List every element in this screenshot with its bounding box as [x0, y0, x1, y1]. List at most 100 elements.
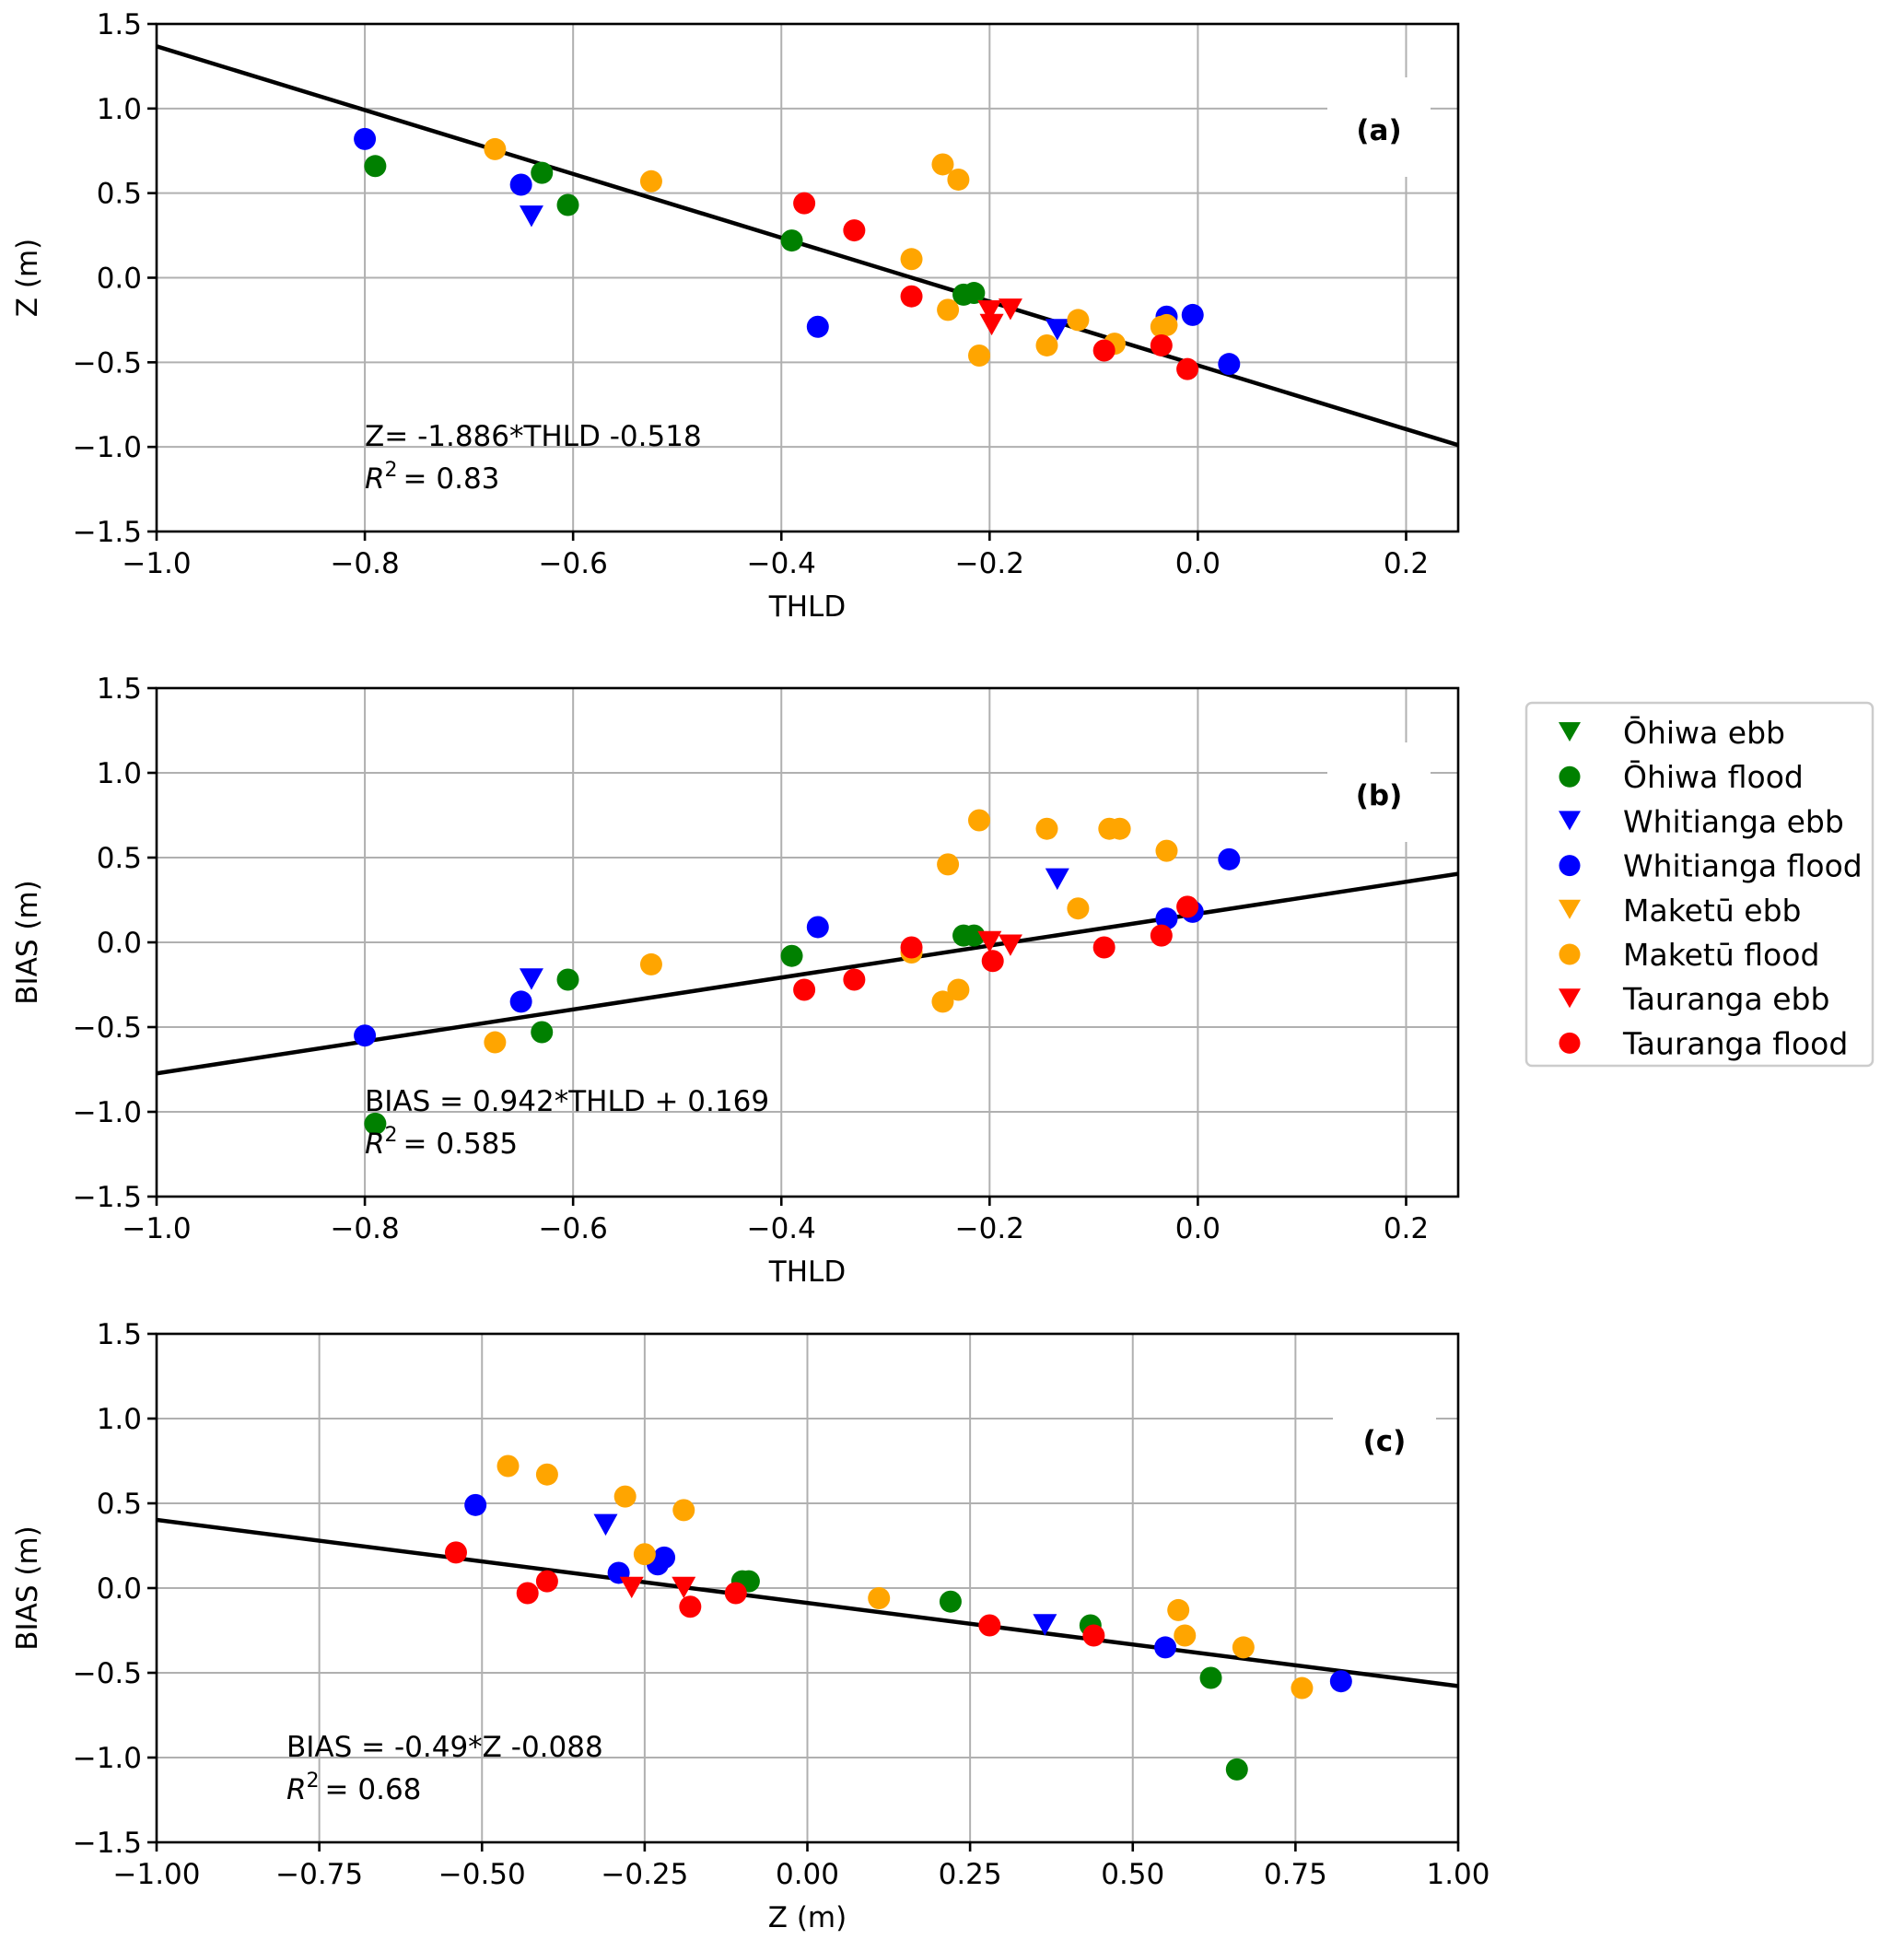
y-tick-label: −1.0: [73, 431, 142, 464]
data-point--hiwa-flood: [780, 229, 803, 252]
data-point-whitianga-flood: [509, 990, 532, 1013]
x-tick-label: 0.00: [776, 1858, 839, 1891]
legend-marker-circle: [1559, 765, 1581, 788]
data-point--hiwa-flood: [556, 968, 579, 991]
data-point-tauranga-flood: [1082, 1624, 1105, 1647]
legend-label: Tauranga flood: [1622, 1025, 1848, 1061]
grid: [156, 687, 1458, 1197]
r-squared: R2 = 0.68: [286, 1770, 421, 1806]
data-point-whitianga-flood: [509, 173, 532, 196]
x-tick-label: −0.2: [955, 547, 1024, 580]
y-tick-label: 1.0: [97, 93, 142, 126]
x-tick-label: −0.6: [539, 1212, 608, 1245]
y-axis-label: BIAS (m): [11, 880, 44, 1005]
data-point-whitianga-ebb: [519, 205, 543, 228]
data-point-maket-flood: [1067, 897, 1090, 920]
legend-label: Whitianga ebb: [1623, 803, 1844, 839]
data-point-whitianga-flood: [1218, 353, 1241, 376]
legend-marker-triangle: [1559, 722, 1581, 742]
y-tick-label: −0.5: [73, 1657, 142, 1690]
data-point-tauranga-flood: [843, 968, 866, 991]
legend-item: Whitianga ebb: [1559, 803, 1844, 839]
data-point-maket-flood: [1291, 1676, 1314, 1700]
legend-marker-circle: [1559, 855, 1581, 877]
data-point-tauranga-flood: [843, 219, 866, 242]
y-tick-label: −1.0: [73, 1742, 142, 1775]
data-point--hiwa-flood: [364, 155, 387, 178]
data-point-tauranga-flood: [535, 1570, 558, 1593]
data-point-maket-flood: [484, 1031, 507, 1054]
data-point-tauranga-flood: [1150, 333, 1173, 356]
y-tick-label: 0.5: [97, 1488, 142, 1521]
data-point-maket-flood: [1155, 839, 1178, 862]
panel-tag-background: [1327, 77, 1431, 177]
data-point-maket-flood: [496, 1454, 520, 1478]
x-tick-label: 0.50: [1101, 1858, 1164, 1891]
regression-line: [157, 871, 1458, 1076]
legend-label: Tauranga ebb: [1622, 981, 1829, 1017]
y-tick-label: 1.5: [97, 8, 142, 41]
data-point-tauranga-ebb: [998, 298, 1022, 321]
x-tick-label: −0.8: [330, 1212, 399, 1245]
x-tick-label: −0.6: [539, 547, 608, 580]
x-tick-label: 0.75: [1264, 1858, 1327, 1891]
x-tick-label: −1.00: [113, 1858, 201, 1891]
data-point-maket-flood: [1167, 1598, 1190, 1621]
data-point-maket-flood: [937, 298, 960, 321]
data-point-maket-flood: [931, 153, 954, 176]
data-point-tauranga-flood: [793, 192, 816, 215]
grid: [156, 23, 1458, 532]
data-point-tauranga-ebb: [979, 313, 1004, 336]
y-tick-label: −0.5: [73, 346, 142, 380]
y-tick-label: −1.5: [73, 516, 142, 549]
data-point--hiwa-flood: [556, 193, 579, 216]
data-point-tauranga-ebb: [672, 1576, 696, 1599]
legend-item: Tauranga ebb: [1559, 981, 1829, 1017]
y-tick-label: −1.0: [73, 1096, 142, 1129]
legend-item: Ōhiwa ebb: [1559, 715, 1785, 751]
y-tick-label: 0.5: [97, 842, 142, 875]
data-point-whitianga-ebb: [1045, 319, 1069, 341]
y-axis-label: Z (m): [11, 239, 44, 317]
x-axis-label: THLD: [768, 1256, 846, 1289]
x-tick-label: −0.2: [955, 1212, 1024, 1245]
data-point--hiwa-flood: [364, 1112, 387, 1135]
legend-item: Maketū flood: [1559, 937, 1819, 973]
legend-label: Ōhiwa ebb: [1623, 715, 1785, 751]
x-tick-label: −0.50: [438, 1858, 526, 1891]
data-point-maket-flood: [672, 1499, 695, 1522]
data-point-maket-flood: [1232, 1636, 1255, 1659]
data-point-maket-flood: [868, 1587, 891, 1610]
legend: Ōhiwa ebb Ōhiwa flood Whitianga ebb Whitian…: [1524, 701, 1875, 1068]
y-tick-label: 0.0: [97, 263, 142, 296]
data-point-whitianga-flood: [1329, 1670, 1352, 1693]
panel-tag: (b): [1356, 779, 1403, 812]
data-point-tauranga-flood: [1092, 339, 1116, 362]
y-tick-label: 0.5: [97, 178, 142, 211]
data-point-tauranga-flood: [679, 1595, 702, 1618]
legend-marker-triangle: [1559, 899, 1581, 919]
data-point-tauranga-flood: [1176, 357, 1199, 380]
panel-a-scatter: (a) −1.0 −0.8 −0.6 −0.4 −0.2 0.0 0.2 1.5 1.0 0.5 0.…: [11, 8, 1460, 624]
legend-label: Ōhiwa flood: [1623, 759, 1804, 795]
legend-marker-triangle: [1559, 811, 1581, 831]
data-point-maket-flood: [613, 1485, 637, 1508]
y-axis-label: BIAS (m): [11, 1525, 44, 1651]
panel-c-scatter: (c) −1.00 −0.75 −0.50 −0.25 0.00 0.25 0.50 0.75 1…: [11, 1318, 1490, 1934]
legend-marker-triangle: [1559, 988, 1581, 1009]
data-point-maket-flood: [1035, 333, 1058, 356]
data-point-maket-flood: [1035, 817, 1058, 840]
panel-tag-background: [1333, 1388, 1436, 1488]
data-point-tauranga-flood: [900, 285, 923, 308]
data-point-whitianga-ebb: [1045, 868, 1069, 891]
data-point-maket-flood: [931, 990, 954, 1013]
data-point-maket-flood: [639, 952, 662, 976]
x-tick-label: 0.2: [1384, 547, 1429, 580]
data-point--hiwa-flood: [1199, 1666, 1222, 1689]
legend-box: [1524, 701, 1875, 1068]
data-point-whitianga-flood: [1155, 907, 1178, 930]
data-point-tauranga-flood: [444, 1541, 467, 1564]
x-tick-label: −0.75: [275, 1858, 363, 1891]
data-point-maket-flood: [968, 344, 991, 367]
